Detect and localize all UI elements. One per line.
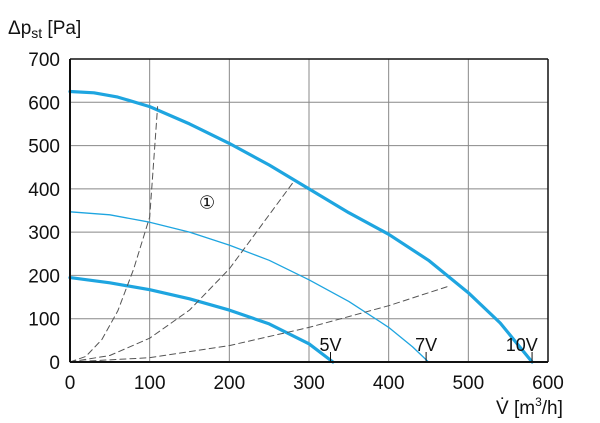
series-line-0 — [68, 89, 534, 364]
x-tick-label: 600 — [532, 373, 564, 394]
y-tick-label: 600 — [28, 93, 60, 114]
x-axis-label: V̇ [m3/h] — [496, 395, 563, 419]
y-tick-label: 300 — [28, 223, 60, 244]
x-tick-label: 200 — [213, 373, 245, 394]
x-tick-label: 100 — [134, 373, 166, 394]
x-axis-label-main: V̇ [m — [496, 398, 535, 419]
y-tick-label: 400 — [28, 180, 60, 201]
x-tick-label: 500 — [452, 373, 484, 394]
series-line-1 — [69, 211, 430, 363]
y-tick-label: 500 — [28, 137, 60, 158]
x-tick-label: 400 — [373, 373, 405, 394]
x-tick-label: 0 — [65, 373, 76, 394]
x-axis-label-sup: 3 — [535, 395, 542, 409]
annotation-label: ① — [199, 192, 215, 212]
y-axis-label-main: Δp — [8, 18, 31, 39]
series-line-4 — [69, 181, 294, 363]
axes — [69, 58, 549, 363]
y-tick-label: 700 — [28, 50, 60, 71]
y-axis-label-unit: [Pa] — [42, 18, 81, 39]
annotation-label: 5V — [319, 335, 341, 355]
annotations: 5V 7V 10V ① — [199, 192, 538, 355]
series-line-2 — [68, 276, 335, 364]
y-tick-label: 0 — [49, 353, 60, 374]
x-tick-label: 300 — [293, 373, 325, 394]
series-line-3 — [69, 106, 159, 363]
y-axis-label-sub: st — [31, 25, 42, 41]
y-tick-label: 100 — [28, 310, 60, 331]
annotation-label: 10V — [506, 335, 538, 355]
tick-labels: 0 100 200 300 400 500 600 700 0 100 200 300 400 500 60… — [28, 50, 564, 394]
curves — [68, 89, 534, 364]
y-tick-label: 200 — [28, 266, 60, 287]
y-axis-label: Δpst [Pa] — [8, 18, 81, 41]
x-axis-label-unit: /h] — [542, 398, 563, 419]
series-line-5 — [69, 285, 449, 363]
annotation-label: 7V — [415, 335, 437, 355]
